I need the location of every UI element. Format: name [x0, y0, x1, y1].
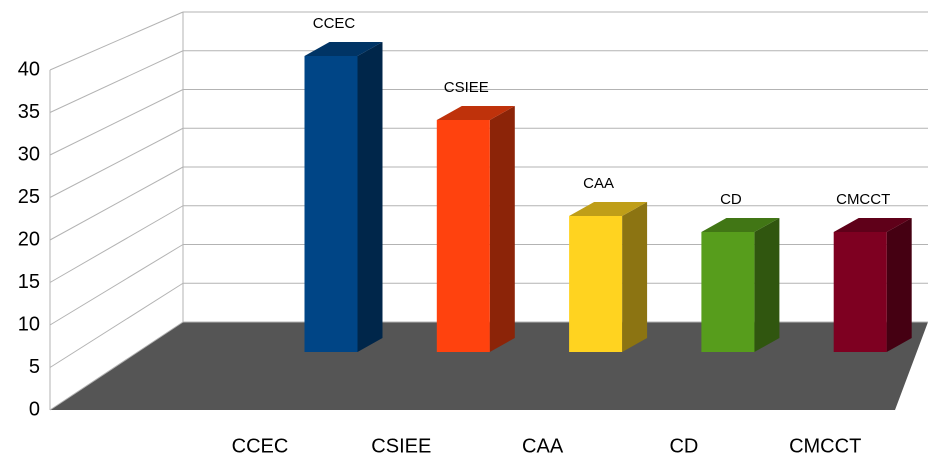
- bar-side: [357, 42, 383, 352]
- y-tick-label: 25: [18, 186, 40, 208]
- data-label: CSIEE: [444, 79, 489, 96]
- data-label: CCEC: [313, 15, 356, 32]
- bar-top: [569, 202, 648, 216]
- y-tick-label: 35: [18, 101, 40, 123]
- x-tick-label: CAA: [522, 435, 564, 457]
- bar: [569, 216, 623, 352]
- x-tick-label: CD: [669, 435, 698, 457]
- bar-top: [436, 106, 515, 120]
- y-tick-label: 0: [29, 398, 40, 420]
- grid-line: [49, 321, 184, 411]
- grid-line: [49, 50, 184, 113]
- bar: [833, 232, 887, 352]
- bar-top: [701, 218, 780, 232]
- bar-side: [754, 218, 780, 352]
- data-label: CD: [720, 191, 742, 208]
- grid-line: [49, 89, 184, 156]
- x-tick-label: CCEC: [232, 435, 289, 457]
- data-label: CMCCT: [836, 191, 890, 208]
- bar-side: [489, 106, 515, 352]
- bar: [436, 120, 490, 352]
- grid-line: [49, 11, 184, 71]
- grid-line: [49, 244, 184, 326]
- bar-side: [622, 202, 648, 352]
- grid-line: [49, 127, 184, 198]
- data-label: CAA: [583, 175, 614, 192]
- y-tick-label: 20: [18, 228, 40, 250]
- y-tick-label: 40: [18, 58, 40, 80]
- y-tick-label: 30: [18, 143, 40, 165]
- x-tick-label: CMCCT: [789, 435, 861, 457]
- bar-top: [304, 42, 383, 56]
- y-tick-label: 15: [18, 271, 40, 293]
- bar: [701, 232, 755, 352]
- grid-line: [49, 205, 184, 283]
- x-tick-label: CSIEE: [371, 435, 431, 457]
- grid-line: [49, 166, 184, 241]
- bar-top: [833, 218, 912, 232]
- grid-line: [49, 282, 184, 368]
- bar-side: [886, 218, 912, 352]
- y-tick-label: 10: [18, 313, 40, 335]
- y-tick-label: 5: [29, 356, 40, 378]
- bar: [304, 56, 358, 352]
